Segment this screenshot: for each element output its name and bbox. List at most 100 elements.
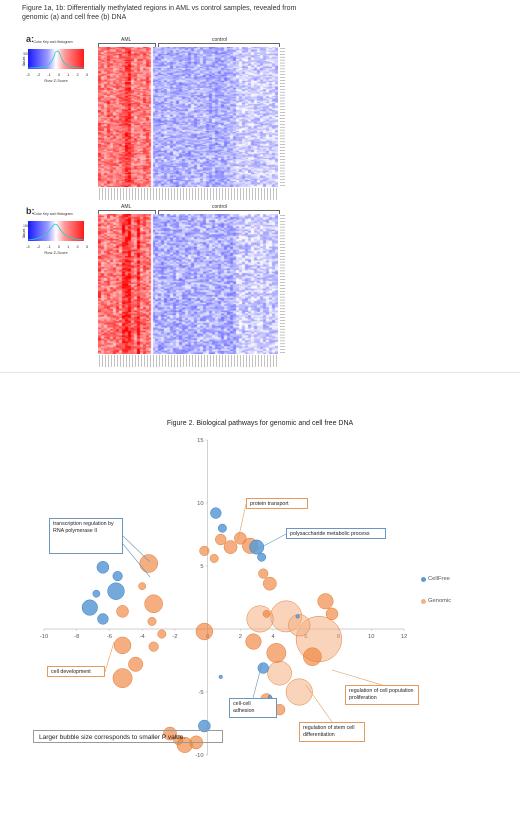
panel-a-heatmap — [98, 47, 278, 187]
x-tick-label: -10 — [40, 634, 48, 640]
callout-leader-line — [257, 533, 287, 550]
cellfree-bubble — [198, 719, 211, 733]
genomic-bubble — [234, 532, 247, 545]
panel-a-aml-bracket — [98, 43, 156, 47]
panel-b-heatmap — [98, 214, 278, 354]
bubble-chart-leader-lines — [104, 503, 383, 723]
genomic-bubble — [138, 582, 147, 591]
x-tick-label: -4 — [140, 634, 146, 640]
panel-a-control-label: control — [212, 37, 228, 43]
cellfree-bubble — [210, 507, 222, 519]
x-tick-label: -8 — [74, 634, 79, 640]
x-tick-label: 4 — [271, 634, 275, 640]
genomic-bubble — [262, 576, 277, 591]
panel-b-control-bracket — [158, 210, 280, 214]
callout-leader-line — [237, 503, 247, 541]
genomic-bubble — [223, 540, 238, 554]
genomic-bubble — [147, 616, 157, 626]
callout-polysaccharide-metabolic-process: polysaccharide metabolic process — [286, 528, 386, 539]
genomic-bubble — [112, 668, 133, 688]
panel-a-aml-label: AML — [121, 37, 132, 43]
genomic-bubble — [288, 614, 311, 637]
panel-b-key-title: Color Key and Histogram — [33, 212, 73, 216]
y-tick-label: -10 — [195, 753, 203, 759]
legend-genomic: Genomic — [421, 598, 451, 604]
legend-genomic-dot — [421, 598, 426, 604]
panel-a-key-title: Color Key and Histogram — [33, 40, 73, 44]
panel-b-key-gradient — [28, 221, 84, 241]
panel-a-key-histogram — [28, 50, 84, 69]
cellfree-bubble — [295, 614, 300, 619]
genomic-bubble — [195, 622, 214, 641]
panel-b-key-yticks: 1500 0 — [23, 224, 31, 238]
panel-b-key-xlabel: Row Z-Score — [44, 250, 68, 255]
callout-leader-line — [122, 535, 151, 563]
callout-leader-line — [305, 684, 333, 723]
panel-a-control-bracket — [158, 43, 280, 47]
callout-transcription-regulation: transcription regulation by RNA polymera… — [49, 518, 123, 554]
cellfree-bubble — [81, 599, 98, 616]
genomic-bubble — [262, 610, 271, 618]
callout-leader-line — [331, 669, 383, 686]
panel-b-column-labels — [99, 355, 277, 367]
panel-b-key-xticks: -3 -2 -1 0 1 2 3 — [26, 244, 88, 249]
genomic-bubble — [199, 545, 210, 556]
genomic-bubble — [325, 607, 339, 621]
x-tick-label: -6 — [107, 634, 112, 640]
callout-cell-cell-adhesion: cell-cell adhesion — [229, 698, 277, 718]
y-tick-label: 5 — [200, 564, 203, 570]
panel-b-aml-label: AML — [121, 204, 132, 210]
figure-separator — [0, 372, 520, 373]
genomic-bubble — [128, 656, 144, 672]
y-tick-label: 10 — [197, 501, 203, 507]
x-tick-label: -2 — [172, 634, 177, 640]
genomic-bubble — [215, 533, 227, 546]
callout-regulation-of-cell-population-proliferation: regulation of cell population proliferat… — [345, 685, 419, 705]
cellfree-bubble — [96, 561, 110, 574]
genomic-bubble — [285, 678, 313, 706]
panel-a-key-gradient — [28, 49, 84, 69]
genomic-bubble — [148, 641, 159, 652]
panel-a-column-labels — [99, 188, 277, 200]
cellfree-bubble — [107, 582, 125, 600]
genomic-bubble — [266, 643, 287, 663]
cellfree-bubble — [218, 674, 223, 679]
panel-a-key-xlabel: Row Z-Score — [44, 78, 68, 83]
legend-cellfree: CellFree — [421, 576, 450, 582]
genomic-bubble — [113, 636, 132, 655]
genomic-bubble — [157, 629, 167, 639]
figure1-caption: Figure 1a, 1b: Differentially methylated… — [22, 5, 297, 21]
panel-b-control-label: control — [212, 204, 228, 210]
callout-leader-line — [122, 543, 151, 578]
cellfree-bubble — [97, 613, 109, 625]
genomic-bubble — [139, 554, 158, 573]
panel-b-color-key: Color Key and Histogram Count -3 -2 -1 0… — [22, 212, 92, 268]
cellfree-bubble — [257, 662, 269, 674]
panel-b-row-labels — [280, 215, 285, 353]
y-tick-label: -5 — [198, 690, 203, 696]
callout-cell-development: cell development — [47, 666, 105, 677]
genomic-bubble — [116, 605, 129, 618]
legend-cellfree-label: CellFree — [428, 576, 450, 582]
panel-a-color-key: Color Key and Histogram Count -3 -2 -1 0… — [22, 40, 92, 96]
legend-cellfree-dot — [421, 576, 426, 582]
panel-a-label: a: — [26, 34, 35, 44]
genomic-bubble — [144, 594, 163, 614]
genomic-bubble — [209, 553, 219, 563]
genomic-bubble — [303, 647, 322, 666]
callout-regulation-of-stem-cell-differentiation: regulation of stem cell differentiation — [299, 722, 365, 742]
legend-genomic-label: Genomic — [428, 598, 452, 604]
bubble-size-note: Larger bubble size corresponds to smalle… — [33, 730, 223, 743]
x-tick-label: 10 — [368, 634, 374, 640]
cellfree-bubble — [249, 539, 265, 555]
genomic-bubble — [258, 568, 269, 579]
panel-a-row-labels — [280, 48, 285, 186]
panel-b-label: b: — [26, 206, 35, 216]
genomic-bubble — [317, 593, 334, 610]
cellfree-bubble — [112, 571, 123, 582]
genomic-bubble — [245, 633, 262, 650]
callout-leader-line — [104, 641, 115, 673]
x-tick-label: 2 — [239, 634, 242, 640]
